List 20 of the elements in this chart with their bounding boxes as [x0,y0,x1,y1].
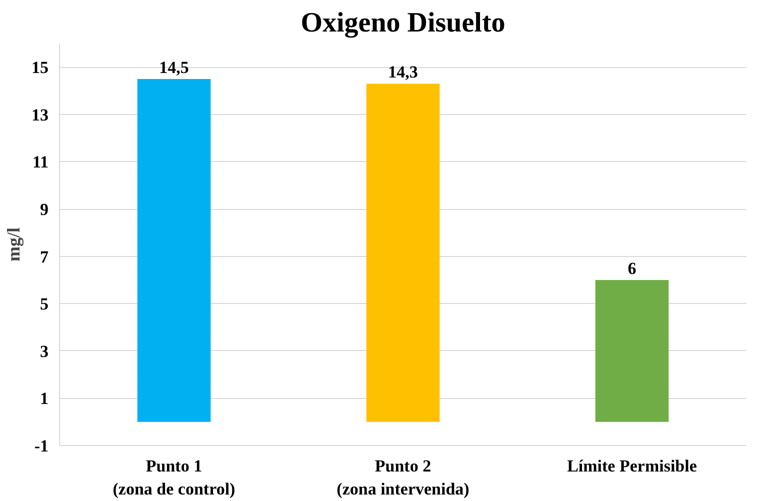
y-tick-label: 9 [40,200,48,220]
y-tick-label: 1 [40,389,48,408]
y-axis-title: mg/l [4,228,24,262]
y-tick-label: 13 [32,105,48,124]
y-tick-label: -1 [34,436,49,456]
data-label: 6 [628,258,636,278]
y-tick-label: 3 [40,342,48,361]
x-tick-label: Punto 1 (zona de control) [112,456,236,498]
bar [595,280,669,422]
y-tick-label: 11 [32,152,48,172]
x-tick-label: Punto 2 (zona intervenida) [336,456,470,498]
y-tick-label: 7 [40,247,49,266]
data-label: 14,5 [159,58,189,77]
y-tick-label: 5 [40,294,48,314]
x-tick-label: Límite Permisible [567,456,698,476]
y-tick-label: 15 [32,58,48,78]
bar [137,78,211,422]
data-label: 14,3 [388,62,418,82]
chart-title: Oxigeno Disuelto [300,8,506,38]
bar [366,84,440,422]
